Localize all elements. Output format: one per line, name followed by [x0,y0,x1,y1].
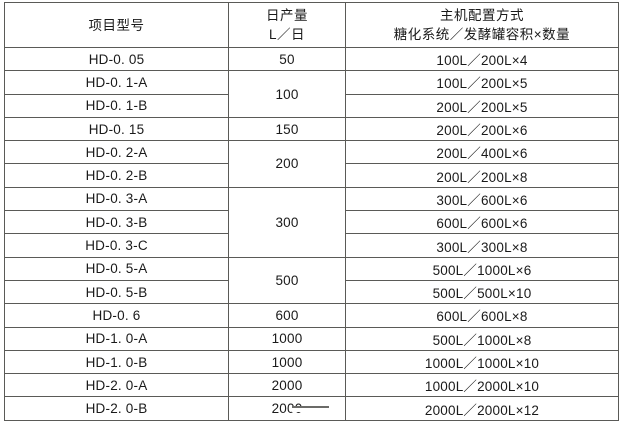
table-row: HD-2. 0-A 2000 1000L／2000L×10 [4,373,619,398]
cell-model: HD-0. 3-B [4,210,229,235]
cell-configuration: 500L／1000L×6 [345,256,619,281]
cell-model: HD-0. 5-B [4,279,229,305]
cell-configuration: 100L／200L×4 [345,46,619,72]
table-row: HD-0. 6 600 600L／600L×8 [4,303,619,328]
cell-model: HD-0. 6 [4,303,229,328]
table-body: HD-0. 05 50 100L／200L×4 HD-0. 1-A 100 100L／20… [4,46,619,421]
table-header: 项目型号 日产量 L／日 主机配置方式 糖化系统／发酵罐容积×数量 [4,2,619,48]
table-row: HD-0. 3-C 300L／300L×8 [4,233,619,258]
cell-model: HD-1. 0-A [4,326,229,351]
cell-configuration: 200L／400L×6 [345,140,619,165]
cell-model: HD-0. 1-B [4,93,229,118]
cell-configuration: 500L／1000L×8 [345,326,619,351]
cell-daily-output: 1000 [228,349,346,375]
cell-model: HD-0. 15 [4,116,229,142]
cell-configuration: 600L／600L×6 [345,210,619,235]
cell-daily-output: 1000 [228,326,346,351]
cell-daily-output: 200 [228,140,346,188]
table-row: HD-0. 1-A 100 100L／200L×5 [4,70,619,118]
table-row: HD-0. 5-A 500 500L／1000L×6 [4,256,619,305]
cell-model: HD-1. 0-B [4,349,229,375]
cell-configuration: 600L／600L×8 [345,303,619,328]
table-row: HD-0. 15 150 200L／200L×6 [4,116,619,142]
cell-daily-output: 150 [228,116,346,142]
cell-daily-output: 100 [228,70,346,118]
cell-model: HD-0. 3-C [4,233,229,258]
table-row: HD-0. 2-B 200L／200L×8 [4,163,619,188]
cell-model: HD-0. 2-B [4,163,229,188]
column-header-model: 项目型号 [4,2,229,48]
cell-model: HD-0. 3-A [4,186,229,212]
cell-daily-output: 2000 [228,373,346,398]
cell-configuration: 300L／600L×6 [345,186,619,212]
table-row: HD-0. 5-B 500L／500L×10 [4,279,619,305]
table-row: HD-1. 0-A 1000 500L／1000L×8 [4,326,619,351]
cell-daily-output: 500 [228,256,346,305]
cell-configuration: 500L／500L×10 [345,279,619,305]
cell-model: HD-0. 2-A [4,140,229,165]
column-header-configuration: 主机配置方式 糖化系统／发酵罐容积×数量 [345,2,619,48]
column-header-daily-output-line2: L／日 [268,27,305,42]
cell-model: HD-2. 0-B [4,396,229,421]
column-header-model-line1: 项目型号 [88,17,145,33]
specification-table: 项目型号 日产量 L／日 主机配置方式 糖化系统／发酵罐容积×数量 HD-0. … [4,2,619,421]
specification-table-container: 项目型号 日产量 L／日 主机配置方式 糖化系统／发酵罐容积×数量 HD-0. … [4,2,619,421]
cell-daily-output: 600 [228,303,346,328]
cell-model: HD-0. 5-A [4,256,229,281]
cell-configuration: 200L／200L×6 [345,116,619,142]
cell-daily-output: 50 [228,46,346,72]
cell-model: HD-2. 0-A [4,373,229,398]
cell-configuration: 2000L／2000L×12 [345,396,619,421]
cell-configuration: 200L／200L×8 [345,163,619,188]
table-row: HD-1. 0-B 1000 1000L／1000L×10 [4,349,619,375]
header-row: 项目型号 日产量 L／日 主机配置方式 糖化系统／发酵罐容积×数量 [4,2,619,48]
column-header-daily-output: 日产量 L／日 [228,2,346,48]
cell-model: HD-0. 05 [4,46,229,72]
cell-configuration: 100L／200L×5 [345,70,619,95]
table-row: HD-0. 3-A 300 300L／600L×6 [4,186,619,258]
cell-daily-output: 300 [228,186,346,258]
column-header-configuration-line1: 主机配置方式 [440,8,524,23]
table-row: HD-0. 05 50 100L／200L×4 [4,46,619,72]
cell-configuration: 200L／200L×5 [345,93,619,118]
cell-configuration: 1000L／2000L×10 [345,373,619,398]
column-header-daily-output-line1: 日产量 [266,8,308,23]
column-header-configuration-line2: 糖化系统／发酵罐容积×数量 [393,27,571,42]
bottom-edge-artifact [292,406,329,412]
cell-configuration: 300L／300L×8 [345,233,619,258]
cell-model: HD-0. 1-A [4,70,229,95]
cell-configuration: 1000L／1000L×10 [345,349,619,375]
table-row: HD-0. 2-A 200 200L／400L×6 [4,140,619,188]
